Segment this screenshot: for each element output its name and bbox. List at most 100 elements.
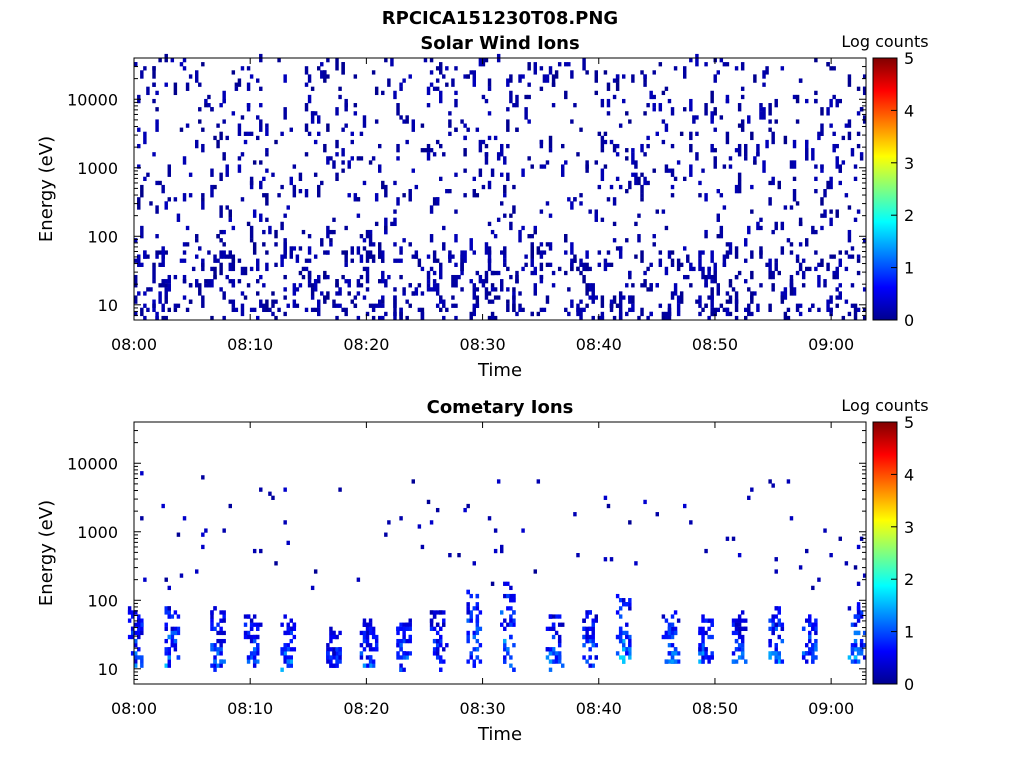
- spectrogram-cell: [463, 193, 467, 198]
- spectrogram-cell: [835, 98, 839, 108]
- spectrogram-cell: [463, 168, 467, 173]
- spectrogram-cell: [475, 655, 480, 660]
- spectrogram-cell: [707, 266, 711, 272]
- spectrogram-cell: [442, 659, 446, 664]
- spectrogram-cell: [545, 262, 550, 267]
- spectrogram-cell: [628, 295, 632, 304]
- spectrogram-cell: [378, 143, 382, 149]
- spectrogram-cell: [399, 655, 403, 660]
- spectrogram-cell: [628, 598, 632, 603]
- spectrogram-cell: [744, 626, 748, 631]
- spectrogram-cell: [198, 82, 202, 87]
- spectrogram-cell: [548, 246, 553, 251]
- spectrogram-cell: [774, 98, 778, 108]
- spectrogram-cell: [805, 643, 809, 648]
- spectrogram-cell: [338, 651, 342, 656]
- spectrogram-cell: [765, 66, 769, 75]
- spectrogram-cell: [384, 184, 388, 198]
- spectrogram-cell: [362, 638, 367, 644]
- spectrogram-cell: [512, 103, 516, 108]
- spectrogram-cell: [673, 647, 678, 652]
- spectrogram-cell: [628, 606, 632, 611]
- spectrogram-cell: [426, 86, 431, 96]
- spectrogram-cell: [551, 659, 556, 664]
- spectrogram-cell: [249, 307, 254, 313]
- colorbar-label: Log counts: [841, 32, 928, 51]
- spectrogram-cell: [249, 238, 254, 243]
- spectrogram-cell: [155, 123, 159, 132]
- spectrogram-cell: [344, 262, 348, 267]
- spectrogram-cell: [777, 180, 781, 190]
- spectrogram-cell: [710, 143, 714, 153]
- spectrogram-cell: [210, 315, 214, 321]
- spectrogram-cell: [847, 78, 852, 87]
- spectrogram-cell: [378, 279, 382, 284]
- y-tick-label: 100: [87, 227, 118, 246]
- spectrogram-cell: [673, 630, 678, 636]
- spectrogram-cell: [548, 148, 553, 153]
- spectrogram-cell: [362, 246, 367, 251]
- spectrogram-cell: [262, 229, 266, 235]
- spectrogram-cell: [167, 307, 171, 313]
- spectrogram-cell: [396, 638, 400, 644]
- spectrogram-cell: [478, 274, 483, 284]
- spectrogram-cell: [780, 659, 785, 664]
- spectrogram-cell: [335, 659, 339, 664]
- spectrogram-cell: [152, 152, 156, 157]
- spectrogram-cell: [853, 638, 858, 644]
- spectrogram-cell: [768, 119, 772, 124]
- spectrogram-cell: [704, 62, 708, 67]
- spectrogram-cell: [198, 107, 202, 112]
- spectrogram-cell: [130, 651, 135, 656]
- spectrogram-cell: [628, 119, 632, 124]
- spectrogram-cell: [503, 246, 507, 255]
- spectrogram-cell: [722, 164, 727, 169]
- spectrogram-cell: [862, 287, 867, 292]
- spectrogram-cell: [640, 193, 644, 198]
- spectrogram-cell: [835, 143, 839, 149]
- spectrogram-cell: [341, 148, 345, 157]
- spectrogram-cell: [140, 655, 144, 660]
- spectrogram-cell: [786, 238, 791, 243]
- spectrogram-cell: [710, 622, 714, 627]
- spectrogram-cell: [304, 189, 309, 198]
- spectrogram-cell: [615, 634, 620, 640]
- spectrogram-cell: [716, 307, 720, 313]
- spectrogram-cell: [344, 225, 348, 231]
- spectrogram-cell: [219, 287, 223, 292]
- spectrogram-cell: [771, 131, 775, 145]
- plot-frame: [133, 421, 867, 685]
- spectrogram-cell: [283, 643, 287, 648]
- spectrogram-cell: [509, 274, 513, 280]
- x-tick-label: 08:20: [343, 335, 389, 354]
- spectrogram-cell: [326, 58, 330, 63]
- spectrogram-cell: [347, 160, 351, 165]
- spectrogram-cell: [460, 287, 464, 292]
- spectrogram-cell: [393, 180, 397, 186]
- spectrogram-cell: [777, 659, 781, 664]
- spectrogram-cell: [204, 283, 208, 288]
- spectrogram-cell: [368, 626, 373, 631]
- spectrogram-cell: [667, 634, 672, 640]
- spectrogram-cell: [396, 651, 400, 656]
- spectrogram-cell: [618, 184, 623, 190]
- spectrogram-cell: [335, 176, 339, 182]
- spectrogram-cell: [216, 123, 220, 128]
- spectrogram-cell: [777, 622, 781, 627]
- spectrogram-cell: [640, 143, 644, 153]
- spectrogram-cell: [374, 193, 379, 202]
- spectrogram-cell: [783, 311, 788, 321]
- spectrogram-cell: [170, 614, 175, 619]
- x-tick-label: 08:20: [343, 699, 389, 718]
- spectrogram-cell: [448, 119, 452, 124]
- spectrogram-cell: [713, 307, 717, 317]
- spectrogram-cell: [509, 213, 513, 218]
- spectrogram-cell: [347, 279, 351, 288]
- spectrogram-cell: [362, 634, 367, 640]
- spectrogram-cell: [704, 279, 708, 288]
- spectrogram-cell: [140, 471, 144, 476]
- spectrogram-cell: [783, 291, 788, 300]
- spectrogram-cell: [237, 258, 242, 263]
- spectrogram-cell: [826, 107, 830, 116]
- colorbar-gradient: [872, 57, 898, 321]
